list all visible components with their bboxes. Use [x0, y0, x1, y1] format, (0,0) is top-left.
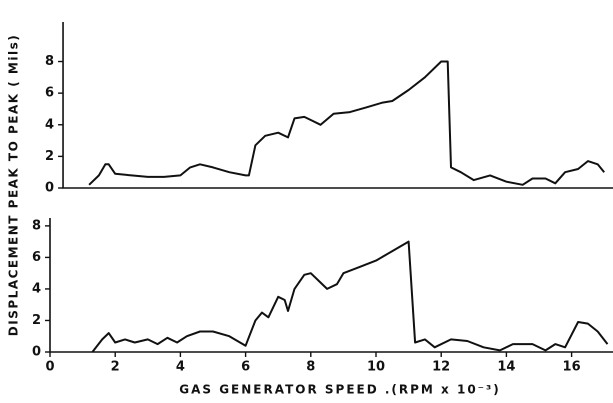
- y-tick-label: 4: [45, 117, 54, 132]
- y-axis-label: DISPLACEMENT PEAK TO PEAK ( Mils): [7, 34, 21, 336]
- y-tick-label: 2: [32, 313, 41, 328]
- y-tick-label: 0: [32, 345, 41, 360]
- y-tick-label: 8: [45, 54, 54, 69]
- data-line: [91, 240, 609, 353]
- axes: [62, 22, 613, 189]
- x-tick-label: 6: [241, 360, 250, 375]
- y-tick-label: 0: [45, 181, 54, 196]
- axes: [49, 218, 613, 353]
- x-tick-label: 14: [497, 360, 515, 375]
- x-tick-label: 0: [45, 360, 54, 375]
- x-tick-label: 2: [111, 360, 120, 375]
- y-tick-label: 8: [32, 218, 41, 233]
- x-tick-label: 10: [367, 360, 385, 375]
- x-axis-label: GAS GENERATOR SPEED .(RPM x 10⁻³): [179, 383, 501, 397]
- x-tick-label: 8: [306, 360, 315, 375]
- y-tick-label: 6: [45, 86, 54, 101]
- y-tick-label: 2: [45, 149, 54, 164]
- data-line: [88, 60, 605, 186]
- x-tick-label: 16: [563, 360, 581, 375]
- y-tick-label: 4: [32, 281, 41, 296]
- x-tick-label: 12: [432, 360, 450, 375]
- y-tick-label: 6: [32, 250, 41, 265]
- x-tick-label: 4: [176, 360, 185, 375]
